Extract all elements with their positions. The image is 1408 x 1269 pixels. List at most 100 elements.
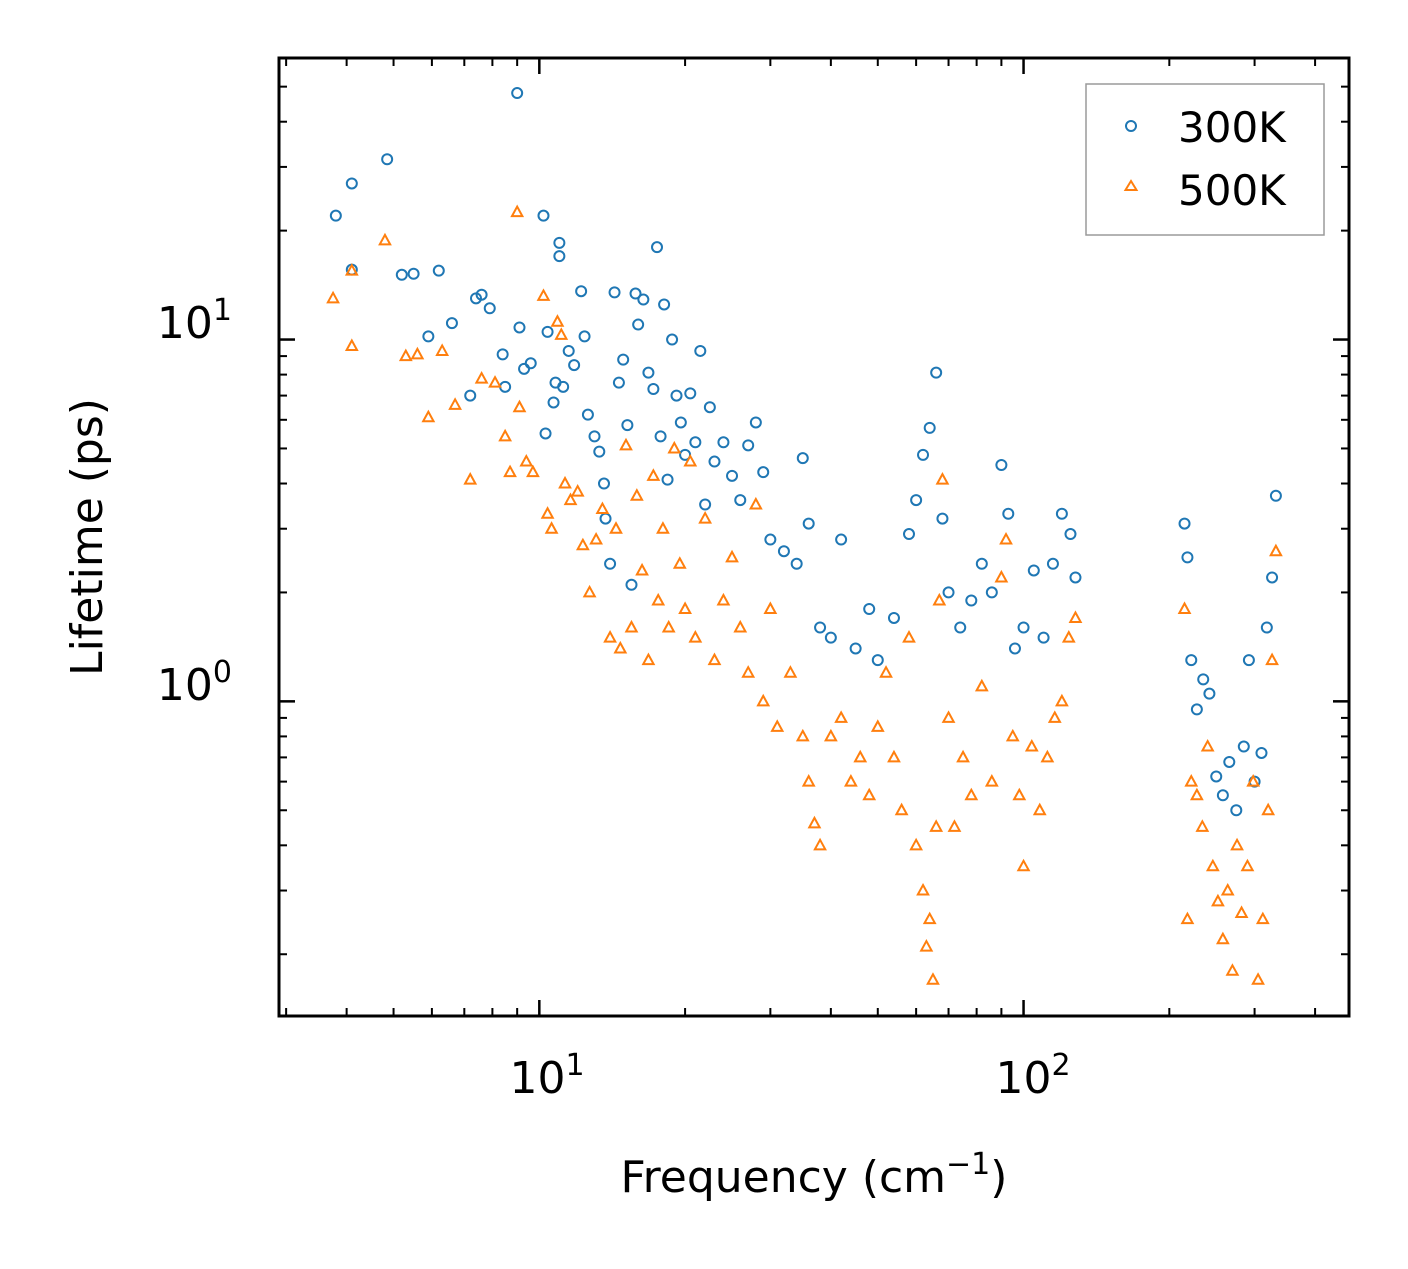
point-500k bbox=[1184, 774, 1199, 787]
point-300k bbox=[814, 621, 827, 634]
point-300k bbox=[1269, 489, 1282, 502]
legend-label-300k: 300K bbox=[1178, 103, 1287, 152]
point-300k bbox=[1008, 642, 1021, 655]
point-500k bbox=[510, 204, 525, 218]
point-300k bbox=[824, 631, 837, 644]
point-500k bbox=[536, 288, 551, 301]
point-300k bbox=[670, 389, 683, 402]
x-axis-label-superscript: −1 bbox=[946, 1147, 990, 1182]
x-tick-label-100-base: 10 bbox=[995, 1053, 1051, 1104]
point-300k bbox=[581, 408, 594, 421]
point-300k bbox=[541, 325, 554, 338]
point-500k bbox=[999, 531, 1013, 545]
point-500k bbox=[575, 537, 590, 551]
x-axis-label-suffix: ) bbox=[990, 1152, 1007, 1203]
point-500k bbox=[688, 630, 703, 643]
point-300k bbox=[1255, 746, 1268, 759]
point-300k bbox=[329, 209, 342, 222]
point-300k bbox=[651, 241, 664, 254]
point-300k bbox=[612, 376, 625, 389]
point-500k bbox=[909, 837, 924, 851]
point-500k bbox=[619, 437, 633, 451]
point-500k bbox=[589, 531, 603, 545]
point-300k bbox=[588, 430, 601, 443]
point-300k bbox=[654, 430, 667, 443]
point-300k bbox=[887, 611, 900, 624]
point-300k bbox=[537, 209, 550, 222]
point-300k bbox=[547, 396, 560, 409]
y-tick-label-10-base: 10 bbox=[157, 298, 213, 349]
point-500k bbox=[448, 397, 462, 410]
point-300k bbox=[1210, 770, 1223, 783]
point-500k bbox=[1177, 601, 1192, 614]
point-500k bbox=[1012, 787, 1027, 801]
point-500k bbox=[344, 263, 359, 276]
point-500k bbox=[853, 749, 868, 763]
point-300k bbox=[1055, 507, 1068, 520]
point-300k bbox=[1017, 621, 1030, 634]
point-300k bbox=[942, 586, 955, 599]
point-300k bbox=[689, 436, 702, 449]
point-300k bbox=[802, 517, 815, 530]
point-300k bbox=[642, 366, 655, 379]
point-300k bbox=[717, 436, 730, 449]
point-500k bbox=[1225, 963, 1240, 976]
point-300k bbox=[1242, 654, 1255, 667]
point-500k bbox=[1061, 630, 1076, 643]
point-300k bbox=[597, 477, 610, 490]
point-300k bbox=[647, 382, 660, 395]
point-300k bbox=[539, 427, 552, 440]
point-500k bbox=[916, 882, 930, 896]
point-300k bbox=[764, 533, 777, 546]
point-300k bbox=[1223, 755, 1236, 768]
point-500k bbox=[613, 640, 628, 654]
point-300k bbox=[578, 330, 591, 343]
point-500k bbox=[1269, 543, 1283, 557]
point-300k bbox=[1178, 517, 1191, 530]
point-500k bbox=[879, 665, 893, 678]
y-tick-label-1-exp: 0 bbox=[213, 655, 232, 690]
point-300k bbox=[345, 177, 358, 190]
point-300k bbox=[699, 498, 712, 511]
point-300k bbox=[796, 452, 809, 465]
point-300k bbox=[965, 594, 978, 607]
point-500k bbox=[795, 728, 810, 742]
plot-frame bbox=[277, 56, 1351, 1018]
point-300k bbox=[903, 528, 915, 541]
point-500k bbox=[503, 464, 517, 478]
point-300k bbox=[395, 268, 408, 281]
point-500k bbox=[1068, 610, 1083, 623]
point-500k bbox=[629, 488, 644, 501]
point-300k bbox=[666, 333, 679, 346]
point-500k bbox=[651, 592, 666, 606]
series-300k bbox=[329, 87, 1282, 817]
point-300k bbox=[749, 416, 762, 429]
point-500k bbox=[398, 348, 413, 362]
point-300k bbox=[511, 87, 524, 100]
point-500k bbox=[595, 501, 610, 515]
point-300k bbox=[625, 578, 638, 591]
point-500k bbox=[656, 521, 670, 534]
point-500k bbox=[410, 346, 425, 360]
series-500k bbox=[326, 204, 1283, 985]
point-500k bbox=[1189, 787, 1204, 801]
point-300k bbox=[1260, 621, 1273, 634]
x-tick-label-10-exp: 1 bbox=[565, 1048, 584, 1083]
y-tick-label-1-base: 10 bbox=[157, 660, 213, 711]
point-300k bbox=[995, 459, 1008, 472]
point-300k bbox=[513, 321, 526, 334]
point-300k bbox=[593, 445, 606, 458]
point-500k bbox=[463, 472, 478, 485]
point-300k bbox=[757, 466, 770, 479]
point-500k bbox=[716, 592, 731, 606]
point-300k bbox=[684, 387, 697, 400]
point-300k bbox=[1237, 740, 1250, 753]
point-300k bbox=[422, 330, 435, 343]
point-500k bbox=[1255, 911, 1270, 925]
point-500k bbox=[544, 521, 559, 534]
point-500k bbox=[1024, 738, 1039, 752]
point-500k bbox=[956, 749, 970, 763]
point-500k bbox=[646, 468, 661, 481]
